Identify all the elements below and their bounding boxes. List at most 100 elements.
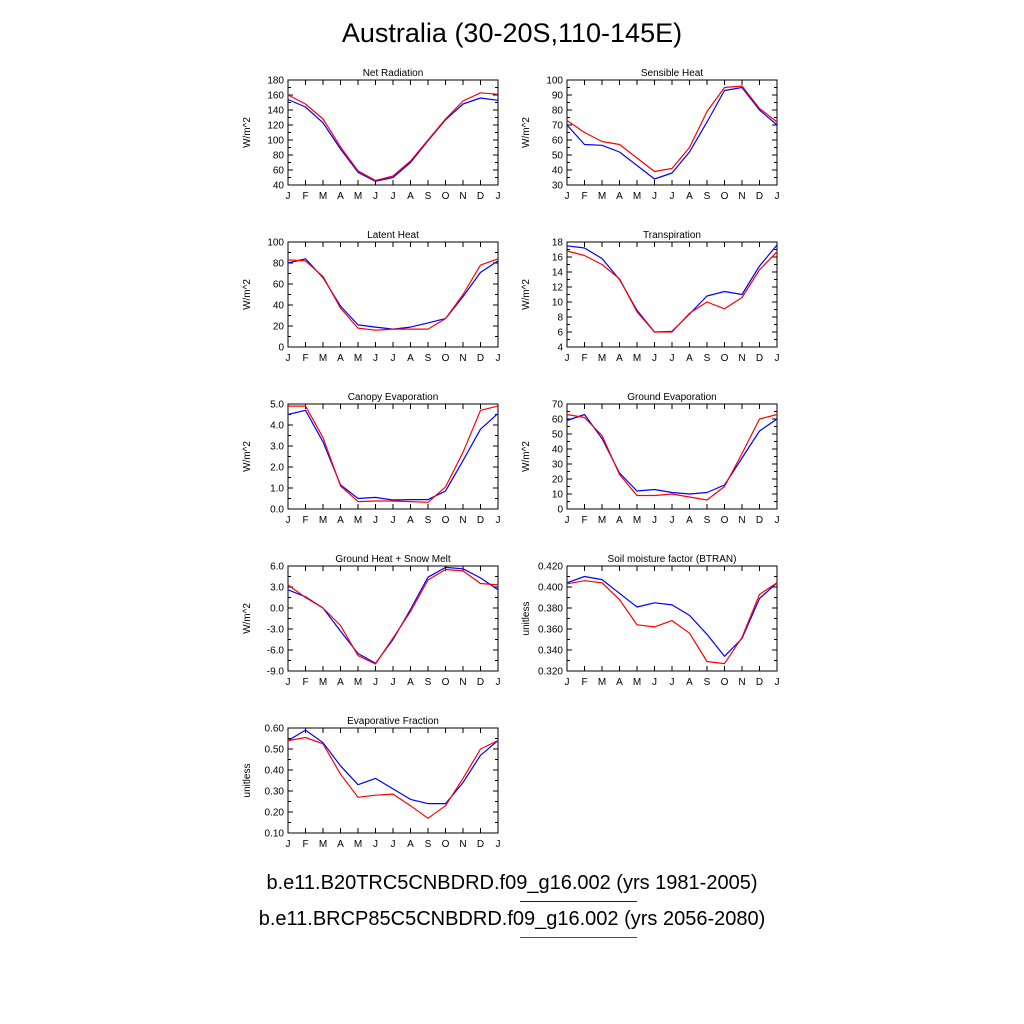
x-tick-label: O [442,839,450,850]
plot-frame [287,241,499,348]
y-tick-label: 120 [267,121,284,132]
series-line-2056-2080 [287,568,499,665]
y-tick-label: 140 [267,106,284,117]
y-tick-label: 70 [552,400,564,411]
x-tick-label: N [459,677,466,688]
legend-swatch-2 [520,937,637,938]
x-tick-label: S [425,839,432,850]
x-tick-label: O [721,191,729,202]
x-tick-label: M [633,191,641,202]
x-tick-label: A [686,515,693,526]
y-tick-label: 0.20 [265,808,285,819]
x-tick-label: N [738,515,745,526]
x-tick-label: J [670,353,675,364]
y-tick-label: 40 [273,181,285,192]
y-tick-label: 90 [552,91,564,102]
panel-9: Evaporative Fraction unitless 0.10 0.20 0.30… [242,716,501,850]
panel-title: Soil moisture factor (BTRAN) [608,554,737,565]
panel-title: Net Radiation [363,68,424,79]
x-tick-label: N [459,353,466,364]
x-tick-label: J [391,839,396,850]
y-tick-label: 0 [557,505,563,516]
y-tick-label: 180 [267,76,284,87]
x-tick-label: M [354,677,362,688]
x-tick-label: J [652,515,657,526]
plot-frame [287,79,499,186]
panel-title: Canopy Evaporation [348,392,439,403]
series-line-2056-2080 [566,85,778,173]
y-axis-label: unitless [242,764,253,798]
x-tick-label: D [756,677,763,688]
y-tick-label: 30 [552,460,564,471]
y-tick-label: 6 [557,328,563,339]
x-tick-label: N [738,677,745,688]
x-tick-label: A [407,839,414,850]
series-line-1981-2005 [566,575,778,657]
y-tick-label: 80 [552,106,564,117]
x-tick-label: A [337,677,344,688]
y-tick-label: 4.0 [270,421,284,432]
y-tick-label: 30 [552,181,564,192]
x-tick-label: A [616,191,623,202]
y-tick-label: 0.400 [538,583,563,594]
y-axis-label: W/m^2 [242,603,253,634]
series-line-1981-2005 [287,258,499,330]
y-tick-label: 20 [552,475,564,486]
x-tick-label: J [373,677,378,688]
x-tick-label: F [302,191,308,202]
x-tick-label: S [704,353,711,364]
y-tick-label: 80 [273,151,285,162]
series-line-1981-2005 [566,244,778,333]
y-axis-label: unitless [521,602,532,636]
x-tick-label: J [652,353,657,364]
x-tick-label: J [775,353,780,364]
series-line-1981-2005 [566,413,778,495]
x-tick-label: A [407,677,414,688]
x-tick-label: J [496,677,501,688]
x-tick-label: F [581,515,587,526]
y-tick-label: 3.0 [270,442,284,453]
x-tick-label: O [442,191,450,202]
x-tick-label: S [704,515,711,526]
y-tick-label: 3.0 [270,583,284,594]
x-tick-label: A [337,191,344,202]
x-tick-label: M [633,515,641,526]
y-tick-label: 40 [552,166,564,177]
plot-frame [566,565,778,672]
x-tick-label: D [756,353,763,364]
x-tick-label: S [704,677,711,688]
y-tick-label: 0.40 [265,766,285,777]
x-tick-label: A [337,515,344,526]
y-tick-label: 0.340 [538,646,563,657]
y-tick-label: -9.0 [267,667,285,678]
x-tick-label: J [565,677,570,688]
x-tick-label: J [652,191,657,202]
y-tick-label: -6.0 [267,646,285,657]
series-line-2056-2080 [287,92,499,182]
x-tick-label: J [286,839,291,850]
series-line-1981-2005 [287,409,499,501]
y-tick-label: 10 [552,298,564,309]
y-axis-label: W/m^2 [242,441,253,472]
y-tick-label: 40 [552,445,564,456]
y-tick-label: 0.30 [265,787,285,798]
panel-title: Latent Heat [367,230,419,241]
x-tick-label: J [391,677,396,688]
x-tick-label: J [391,515,396,526]
x-tick-label: M [598,515,606,526]
x-tick-label: D [477,515,484,526]
y-tick-label: 50 [552,430,564,441]
x-tick-label: J [565,353,570,364]
x-tick-label: O [721,353,729,364]
x-tick-label: J [496,191,501,202]
x-tick-label: J [496,353,501,364]
y-tick-label: 14 [552,268,564,279]
x-tick-label: N [459,515,466,526]
panel-8: Soil moisture factor (BTRAN) unitless 0.32… [521,554,780,688]
x-tick-label: M [633,353,641,364]
y-tick-label: 18 [552,238,564,249]
y-tick-label: 0.10 [265,829,285,840]
